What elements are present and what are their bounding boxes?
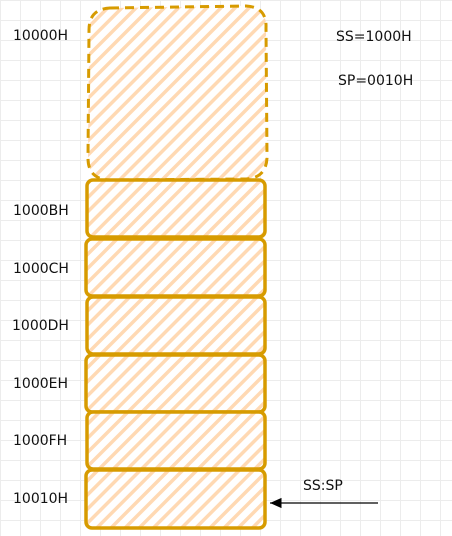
memory-cell-10010H — [84, 468, 267, 530]
memory-cell-1000EH — [84, 353, 267, 414]
memory-cell-1000CH — [84, 237, 267, 298]
address-label-10010H: 10010H — [13, 491, 69, 507]
register-ss-label: SS=1000H — [336, 29, 412, 45]
address-label-1000EH: 1000EH — [13, 376, 69, 392]
register-sp-label: SP=0010H — [338, 73, 414, 89]
stack-pointer-label: SS:SP — [303, 478, 343, 494]
address-label-1000FH: 1000FH — [13, 433, 68, 449]
memory-region-dashed — [86, 4, 269, 182]
address-label-1000DH: 1000DH — [12, 318, 69, 334]
address-label-10000H: 10000H — [13, 28, 69, 44]
memory-cell-1000BH — [85, 178, 267, 239]
memory-cell-1000FH — [85, 410, 267, 471]
address-label-1000BH: 1000BH — [13, 203, 69, 219]
memory-cell-1000DH — [85, 295, 267, 356]
address-label-1000CH: 1000CH — [13, 261, 69, 277]
